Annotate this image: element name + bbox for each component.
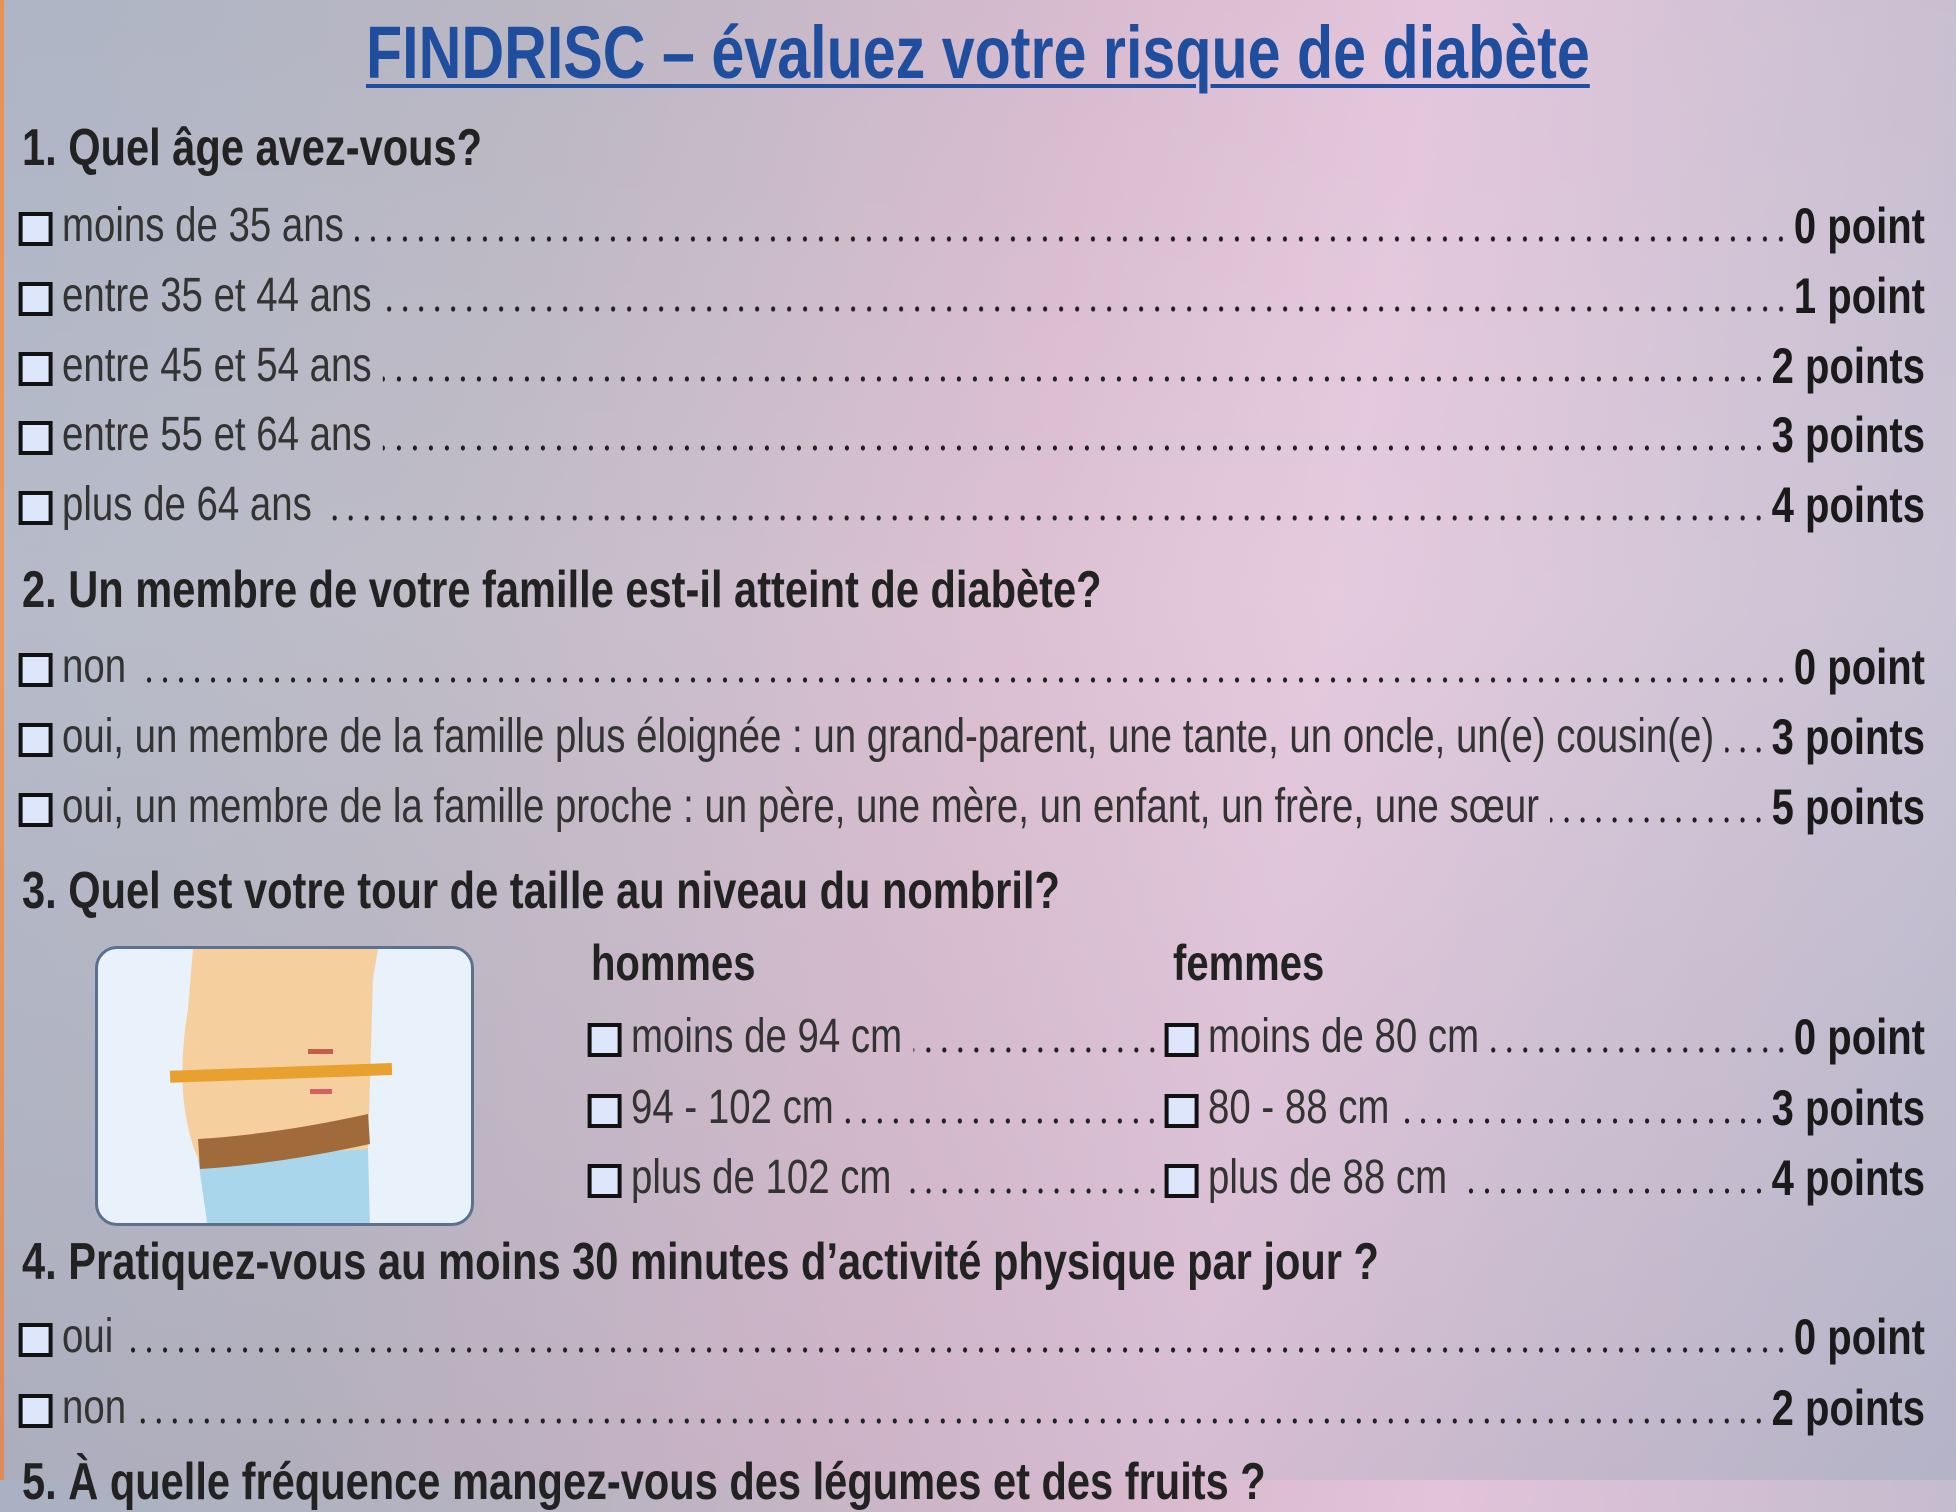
- women-column-label: femmes: [1173, 935, 1325, 991]
- question-heading: 4. Pratiquez-vous au moins 30 minutes d’…: [22, 1233, 1379, 1291]
- option-row[interactable]: entre 55 et 64 ans 3 points: [18, 405, 1925, 465]
- checkbox[interactable]: [18, 723, 53, 757]
- option-row[interactable]: non 2 points: [18, 1378, 1925, 1438]
- option-points: 1 point: [1793, 268, 1925, 324]
- question-heading: 1. Quel âge avez-vous?: [22, 119, 483, 177]
- checkbox[interactable]: [587, 1023, 622, 1057]
- question-heading: 5. À quelle fréquence mangez-vous des lé…: [22, 1453, 1266, 1511]
- option-row[interactable]: moins de 80 cm 0 point: [1164, 1007, 1925, 1067]
- dot-leader: [913, 1047, 1161, 1053]
- option-label: non: [62, 1381, 127, 1434]
- option-label: 80 - 88 cm: [1208, 1081, 1390, 1134]
- option-row[interactable]: oui 0 point: [18, 1307, 1925, 1367]
- option-row[interactable]: plus de 88 cm 4 points: [1164, 1148, 1925, 1208]
- option-row[interactable]: entre 35 et 44 ans 1 point: [18, 266, 1925, 326]
- option-row[interactable]: oui, un membre de la famille plus éloign…: [18, 707, 1925, 767]
- dot-leader: [382, 376, 1767, 382]
- checkbox[interactable]: [18, 1394, 53, 1428]
- option-row[interactable]: 94 - 102 cm: [587, 1078, 1165, 1138]
- option-label: entre 45 et 54 ans: [62, 339, 372, 392]
- option-row[interactable]: non 0 point: [18, 637, 1925, 697]
- page-title: FINDRISC – évaluez votre risque de diabè…: [366, 11, 1590, 94]
- option-points: 3 points: [1771, 709, 1925, 765]
- option-row[interactable]: entre 45 et 54 ans 2 points: [18, 336, 1925, 396]
- option-label: oui, un membre de la famille plus éloign…: [62, 710, 1715, 763]
- option-label: moins de 35 ans: [62, 199, 344, 252]
- checkbox[interactable]: [1164, 1164, 1199, 1198]
- checkbox[interactable]: [18, 282, 53, 316]
- option-label: plus de 64 ans: [62, 478, 312, 531]
- dot-leader: [137, 677, 1790, 683]
- checkbox[interactable]: [18, 491, 53, 525]
- option-points: 0 point: [1793, 198, 1925, 254]
- option-label: entre 35 et 44 ans: [62, 269, 372, 322]
- option-label: plus de 102 cm: [631, 1151, 892, 1204]
- dot-leader: [1550, 817, 1767, 823]
- option-points: 0 point: [1793, 1309, 1925, 1365]
- dot-leader: [124, 1347, 1790, 1353]
- dot-leader: [902, 1188, 1161, 1194]
- checkbox[interactable]: [1164, 1023, 1199, 1057]
- option-row[interactable]: plus de 64 ans 4 points: [18, 475, 1925, 535]
- checkbox[interactable]: [18, 1323, 53, 1357]
- dot-leader: [322, 515, 1767, 521]
- option-points: 3 points: [1771, 407, 1925, 463]
- checkbox[interactable]: [587, 1164, 622, 1198]
- dot-leader: [382, 445, 1767, 451]
- dot-leader: [844, 1118, 1161, 1124]
- dot-leader: [354, 236, 1790, 242]
- option-points: 2 points: [1771, 338, 1925, 394]
- checkbox[interactable]: [18, 421, 53, 455]
- option-row[interactable]: moins de 94 cm: [587, 1007, 1165, 1067]
- option-points: 4 points: [1771, 1150, 1925, 1206]
- question-heading: 3. Quel est votre tour de taille au nive…: [22, 862, 1060, 920]
- option-points: 0 point: [1793, 1009, 1925, 1065]
- dot-leader: [1490, 1047, 1790, 1053]
- option-label: oui: [62, 1310, 114, 1363]
- men-column-label: hommes: [591, 935, 756, 991]
- checkbox[interactable]: [1164, 1094, 1199, 1128]
- option-label: non: [62, 640, 127, 693]
- option-row[interactable]: plus de 102 cm: [587, 1148, 1165, 1208]
- option-row[interactable]: 80 - 88 cm 3 points: [1164, 1078, 1925, 1138]
- option-label: moins de 80 cm: [1208, 1010, 1480, 1063]
- checkbox[interactable]: [18, 653, 53, 687]
- checkbox[interactable]: [18, 793, 53, 827]
- dot-leader: [1725, 747, 1767, 753]
- option-label: moins de 94 cm: [631, 1010, 903, 1063]
- option-row[interactable]: moins de 35 ans 0 point: [18, 196, 1925, 256]
- checkbox[interactable]: [18, 212, 53, 246]
- option-points: 2 points: [1771, 1380, 1925, 1436]
- question-heading: 2. Un membre de votre famille est-il att…: [22, 561, 1102, 619]
- checkbox[interactable]: [18, 352, 53, 386]
- option-label: oui, un membre de la famille proche : un…: [62, 780, 1540, 833]
- option-points: 4 points: [1771, 477, 1925, 533]
- option-points: 5 points: [1771, 779, 1925, 835]
- dot-leader: [137, 1418, 1767, 1424]
- background: [0, 0, 1956, 1480]
- option-label: 94 - 102 cm: [631, 1081, 834, 1134]
- option-row[interactable]: oui, un membre de la famille proche : un…: [18, 777, 1925, 837]
- option-label: entre 55 et 64 ans: [62, 408, 372, 461]
- waist-measurement-illustration: [95, 946, 474, 1226]
- option-points: 0 point: [1793, 639, 1925, 695]
- option-points: 3 points: [1771, 1080, 1925, 1136]
- option-label: plus de 88 cm: [1208, 1151, 1448, 1204]
- dot-leader: [1458, 1188, 1767, 1194]
- dot-leader: [382, 306, 1790, 312]
- checkbox[interactable]: [587, 1094, 622, 1128]
- dot-leader: [1400, 1118, 1767, 1124]
